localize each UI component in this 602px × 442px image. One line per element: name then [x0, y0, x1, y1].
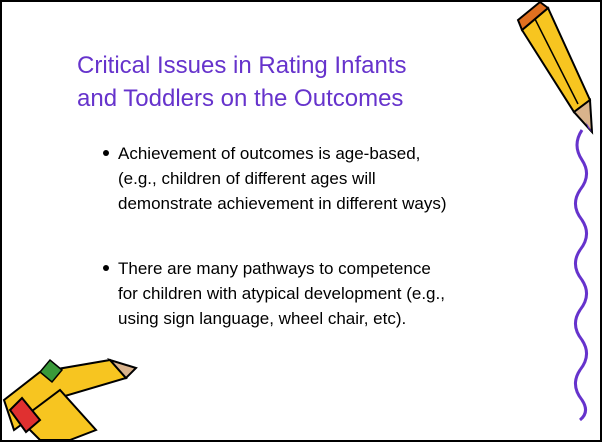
bullet-text: using sign language, wheel chair, etc).	[118, 309, 406, 328]
bullet-dot	[103, 265, 109, 271]
bullet-dot	[103, 150, 109, 156]
bullet-text: for children with atypical development (…	[118, 284, 445, 303]
slide-title: and Toddlers on the Outcomes	[77, 85, 403, 112]
bullet-text: demonstrate achievement in different way…	[118, 194, 447, 213]
bullet-text: Achievement of outcomes is age-based,	[118, 144, 420, 163]
slide: Critical Issues in Rating Infants and To…	[0, 0, 602, 442]
bullet-text: (e.g., children of different ages will	[118, 169, 376, 188]
slide-title: Critical Issues in Rating Infants	[77, 52, 406, 79]
bullet-text: There are many pathways to competence	[118, 259, 431, 278]
